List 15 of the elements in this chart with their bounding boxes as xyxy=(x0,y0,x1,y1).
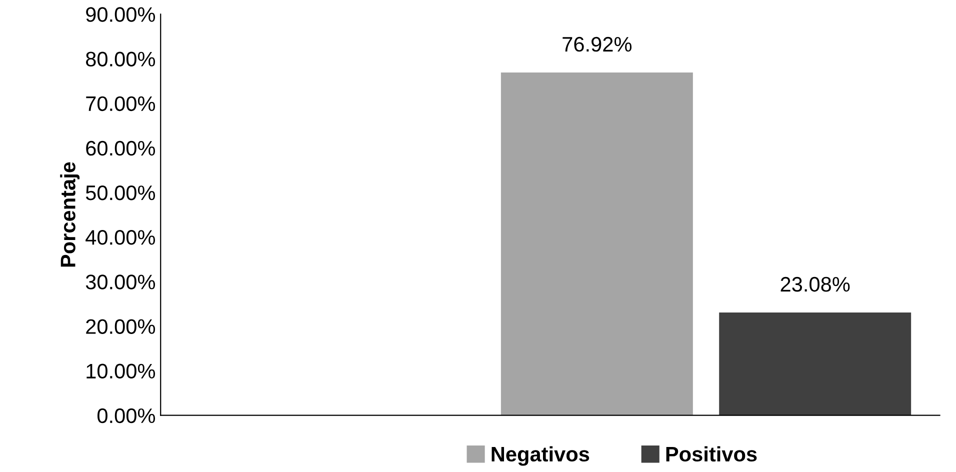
legend-label: Positivos xyxy=(666,446,757,462)
y-tick-label: 0.00% xyxy=(97,408,156,424)
y-tick-label: 10.00% xyxy=(86,364,156,379)
y-tick-label: 30.00% xyxy=(86,274,156,290)
y-tick-label: 80.00% xyxy=(86,52,156,66)
y-tick-label: 90.00% xyxy=(86,7,156,22)
y-tick-label: 20.00% xyxy=(86,319,156,334)
y-tick-label: 70.00% xyxy=(86,96,156,112)
y-tick-label: 40.00% xyxy=(86,230,156,245)
y-tick-label: 50.00% xyxy=(86,185,156,200)
y-tick-label: 60.00% xyxy=(86,140,156,156)
data-label: 76.92% xyxy=(562,36,632,52)
data-label: 23.08% xyxy=(780,276,850,292)
y-axis-title: Porcentaje xyxy=(60,162,80,267)
legend-label: Negativos xyxy=(492,446,590,466)
